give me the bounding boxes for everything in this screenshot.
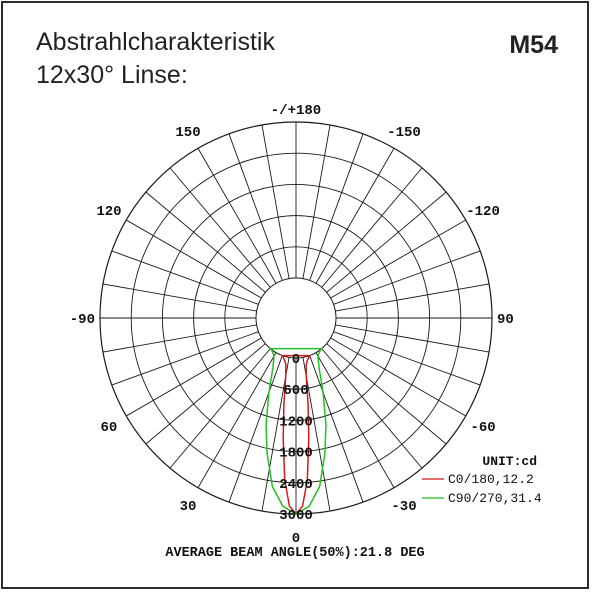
legend-label: C0/180,12.2 <box>448 472 534 487</box>
angle-label: -30 <box>391 499 416 515</box>
angle-label: 0 <box>292 531 300 547</box>
spoke-line <box>228 133 283 281</box>
series-line-c0-180 <box>281 354 311 515</box>
unit-label: UNIT:cd <box>482 454 537 469</box>
spoke-line <box>102 283 257 312</box>
radial-label: 1800 <box>279 446 313 462</box>
angle-label: 60 <box>101 420 118 436</box>
series-group <box>265 347 327 515</box>
spoke-line <box>102 324 257 353</box>
label-group: -/+180 150 120 90 60 30 0 -30 -60 -90 -120 -150 0 600… <box>70 103 514 547</box>
spoke-line <box>111 250 259 305</box>
series-line-c90-270 <box>265 347 327 515</box>
title-line-1: Abstrahlcharakteristik <box>36 28 275 56</box>
spoke-line <box>302 124 331 279</box>
spoke-line <box>335 283 490 312</box>
spoke-line <box>126 219 262 299</box>
spoke-line <box>321 167 423 288</box>
chart-title: Abstrahlcharakteristik 12x30° Linse: <box>36 26 275 92</box>
spoke-line <box>326 343 447 445</box>
angle-label: 30 <box>180 499 197 515</box>
spoke-line <box>261 124 290 279</box>
angle-label: -/+180 <box>271 103 321 119</box>
radial-ring <box>193 215 399 421</box>
spoke-line <box>333 250 481 305</box>
title-line-2: 12x30° Linse: <box>36 61 188 89</box>
spoke-line <box>335 324 490 353</box>
spoke-line <box>330 219 466 299</box>
spoke-line <box>321 348 423 469</box>
spoke-line <box>197 352 277 488</box>
inner-ring <box>255 277 337 359</box>
spoke-line <box>169 348 271 469</box>
angle-label: -60 <box>470 420 495 436</box>
angle-label: 90 <box>497 312 514 328</box>
radial-label: 2400 <box>279 477 313 493</box>
spoke-line <box>145 191 266 293</box>
angle-label: -90 <box>70 312 95 328</box>
spoke-line <box>315 352 395 488</box>
model-label: M54 <box>509 31 558 59</box>
radial-label: 3000 <box>279 508 313 524</box>
spoke-line <box>111 331 259 386</box>
spoke-line <box>309 355 364 503</box>
angle-label: 120 <box>96 204 121 220</box>
spoke-line <box>197 148 277 284</box>
spoke-line <box>169 167 271 288</box>
angle-label: -120 <box>466 204 500 220</box>
spoke-line <box>330 337 466 417</box>
angle-label: 150 <box>175 125 200 141</box>
spoke-line <box>126 337 262 417</box>
angle-label: -150 <box>387 125 421 141</box>
spoke-line <box>315 148 395 284</box>
radial-ring <box>224 246 368 390</box>
radial-label: 1200 <box>279 414 313 430</box>
spoke-line <box>309 133 364 281</box>
radial-label: 0 <box>292 352 300 368</box>
spoke-line <box>326 191 447 293</box>
radial-ring <box>161 183 431 453</box>
spoke-line <box>228 355 283 503</box>
beam-angle-footer: AVERAGE BEAM ANGLE(50%):21.8 DEG <box>165 546 424 561</box>
radial-label: 600 <box>283 383 308 399</box>
legend-label: C90/270,31.4 <box>448 491 542 506</box>
spoke-line <box>333 331 481 386</box>
spoke-line <box>145 343 266 445</box>
radial-ring <box>130 152 462 484</box>
legend: UNIT:cd C0/180,12.2 C90/270,31.4 <box>422 454 542 506</box>
